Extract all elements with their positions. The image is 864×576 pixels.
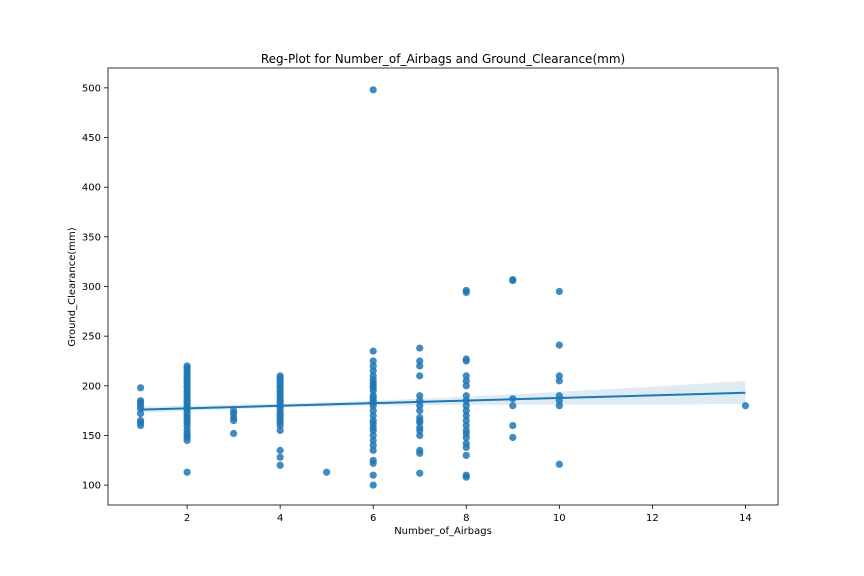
data-point xyxy=(369,436,377,445)
data-point xyxy=(462,407,470,415)
data-point xyxy=(416,402,424,410)
chart-title: Reg-Plot for Number_of_Airbags and Groun… xyxy=(261,52,625,66)
x-tick-label: 8 xyxy=(463,513,469,524)
data-point xyxy=(136,384,145,392)
data-point xyxy=(416,362,424,370)
y-axis-label: Ground_Clearance(mm) xyxy=(67,227,78,346)
y-tick-label: 150 xyxy=(82,431,101,442)
x-tick-label: 4 xyxy=(277,513,283,524)
x-tick-label: 12 xyxy=(646,513,659,524)
data-point xyxy=(369,392,377,400)
data-point xyxy=(555,377,563,385)
data-point xyxy=(416,446,424,454)
data-point xyxy=(462,416,470,425)
x-axis: 2 4 6 8 10 12 14 xyxy=(184,505,752,524)
x-tick-label: 14 xyxy=(739,513,752,524)
data-point xyxy=(276,461,284,469)
axes-frame xyxy=(107,67,779,506)
data-point xyxy=(509,421,517,430)
data-point xyxy=(416,344,424,352)
regression-line xyxy=(140,391,746,411)
data-point xyxy=(741,402,750,410)
data-point xyxy=(555,460,563,468)
data-point xyxy=(136,397,145,405)
data-point xyxy=(136,410,145,418)
data-point xyxy=(462,372,470,380)
data-point xyxy=(462,412,470,420)
data-point xyxy=(276,426,284,435)
data-point xyxy=(416,431,424,440)
data-point xyxy=(369,471,377,479)
y-tick-label: 100 xyxy=(82,481,101,492)
data-point xyxy=(462,377,470,385)
data-point xyxy=(369,407,377,415)
data-point xyxy=(416,372,424,380)
data-point xyxy=(462,426,470,435)
data-point xyxy=(416,392,424,400)
data-point xyxy=(323,468,331,476)
data-point xyxy=(369,446,377,454)
x-axis-label: Number_of_Airbags xyxy=(394,526,492,537)
data-point xyxy=(555,287,563,296)
data-point xyxy=(369,412,377,420)
data-point xyxy=(462,286,470,295)
y-tick-label: 200 xyxy=(82,381,101,392)
y-axis: 100 150 200 250 300 350 400 450 500 xyxy=(82,83,108,492)
data-point xyxy=(462,451,470,459)
data-point xyxy=(183,468,191,476)
data-point xyxy=(276,372,284,380)
data-point xyxy=(136,416,145,425)
data-point xyxy=(276,446,284,454)
data-point xyxy=(369,362,377,370)
data-point xyxy=(555,341,563,349)
data-point xyxy=(369,367,377,375)
data-point xyxy=(416,469,424,477)
data-point xyxy=(509,402,517,410)
data-point xyxy=(369,347,377,355)
data-point xyxy=(462,402,470,410)
y-tick-label: 300 xyxy=(82,282,101,293)
data-point xyxy=(369,416,377,425)
y-tick-label: 450 xyxy=(82,133,101,144)
data-point xyxy=(276,453,284,461)
data-point xyxy=(369,431,377,440)
data-point xyxy=(183,362,191,370)
data-point xyxy=(369,441,377,450)
data-point xyxy=(509,275,517,284)
data-point xyxy=(416,423,424,432)
x-tick-label: 10 xyxy=(553,513,566,524)
x-tick-label: 6 xyxy=(370,513,376,524)
data-point xyxy=(369,372,377,380)
data-point xyxy=(230,407,238,415)
data-point xyxy=(462,382,470,390)
y-tick-label: 400 xyxy=(82,183,101,194)
data-point xyxy=(462,392,470,400)
data-point xyxy=(555,372,563,380)
data-point xyxy=(462,355,470,363)
x-tick-label: 2 xyxy=(184,513,190,524)
data-point xyxy=(462,471,470,479)
data-point xyxy=(369,481,377,489)
y-tick-label: 250 xyxy=(82,332,101,343)
plot-area xyxy=(136,86,750,489)
data-point xyxy=(369,456,377,464)
data-point xyxy=(462,421,470,430)
data-point xyxy=(416,357,424,365)
data-point xyxy=(555,402,563,410)
data-point xyxy=(416,407,424,415)
y-tick-label: 350 xyxy=(82,232,101,243)
data-point xyxy=(462,439,470,448)
data-point xyxy=(369,357,377,365)
data-point xyxy=(369,86,377,94)
data-point xyxy=(509,433,517,442)
y-tick-label: 500 xyxy=(82,83,101,94)
data-point xyxy=(416,414,424,422)
data-point xyxy=(230,429,238,438)
